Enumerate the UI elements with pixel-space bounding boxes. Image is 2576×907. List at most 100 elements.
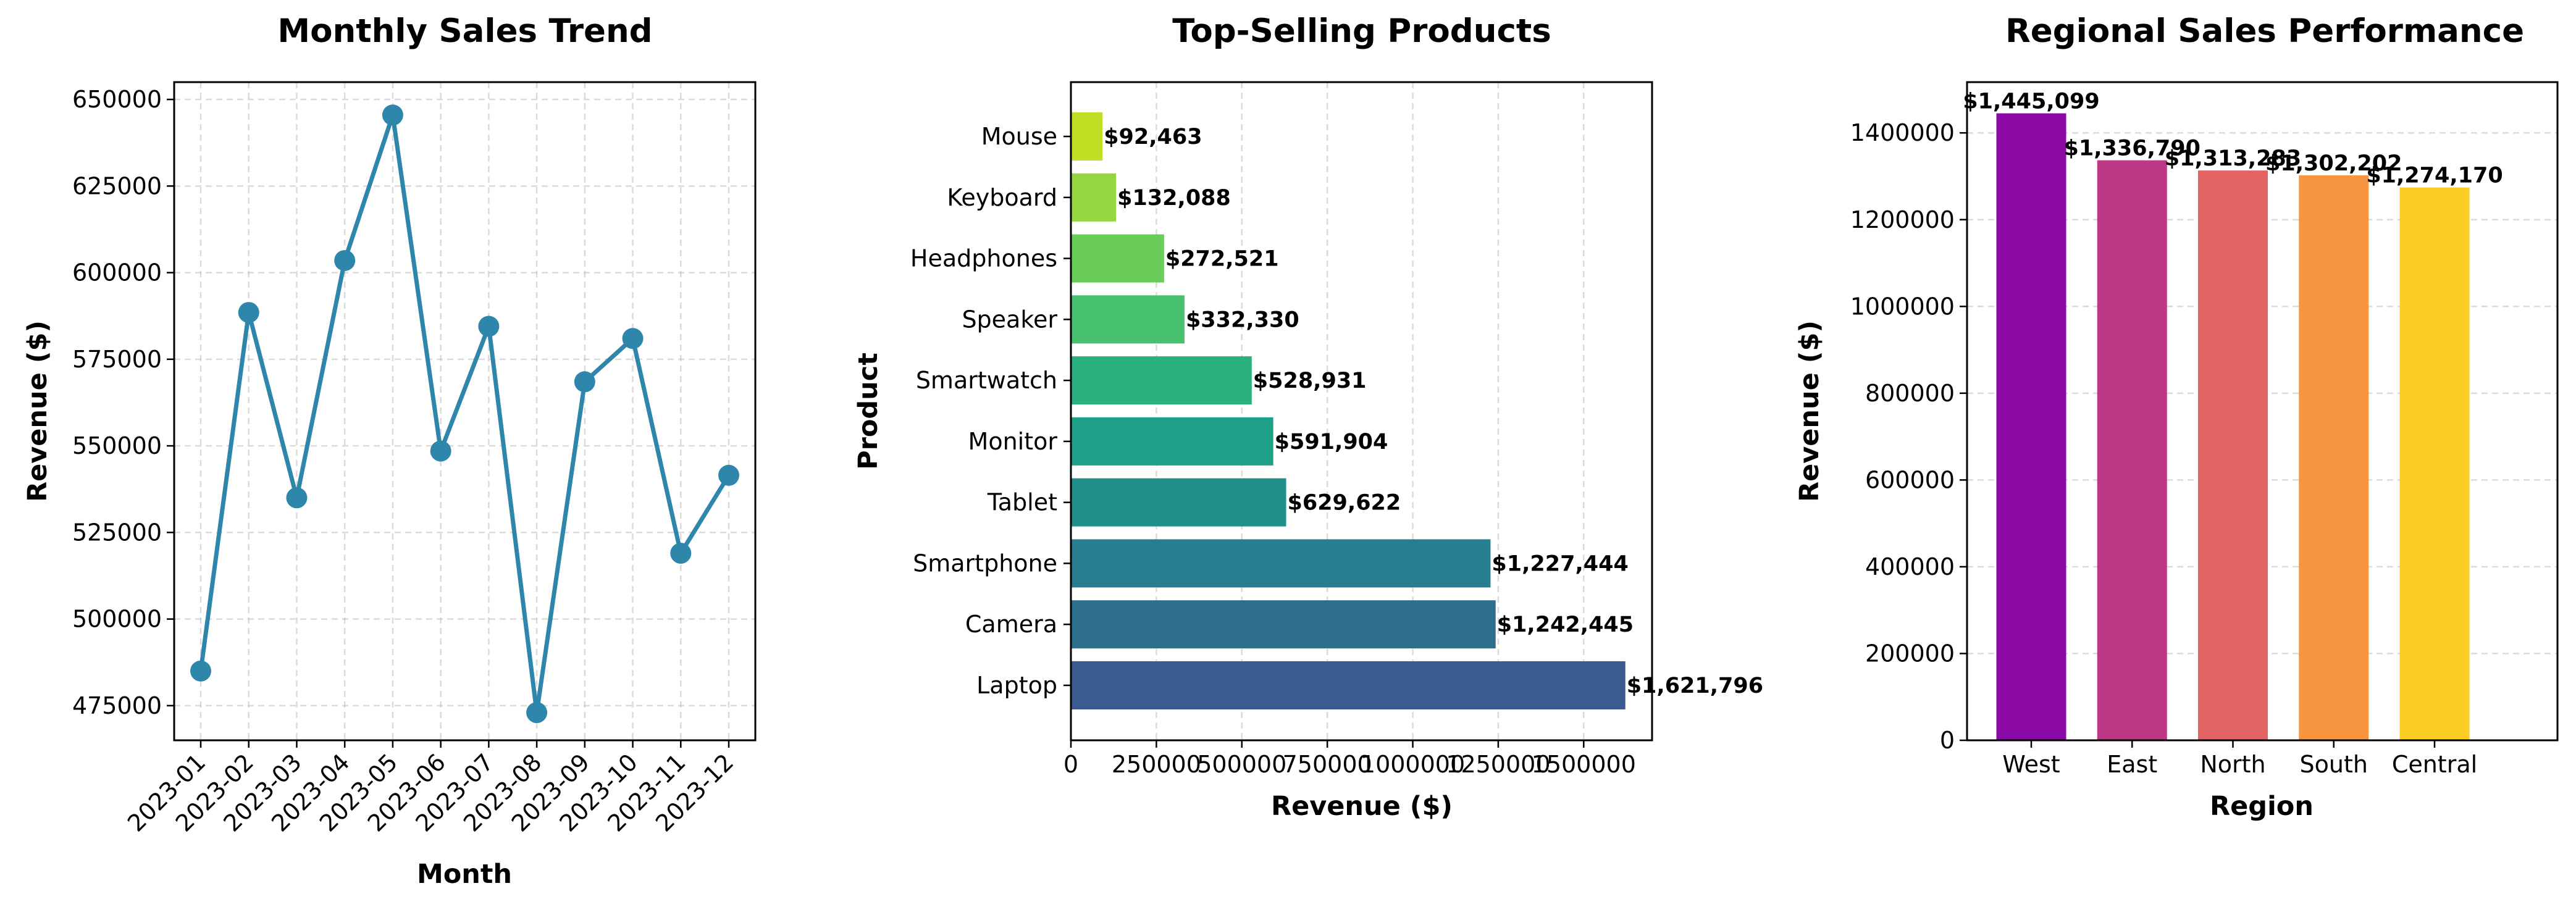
chart3-y-ticks: 0 200000 400000 600000 800000 1000000 1200000 1… bbox=[1850, 119, 1967, 754]
chart2-bar bbox=[1071, 417, 1273, 466]
chart2-y-tick-label: Monitor bbox=[968, 428, 1058, 455]
chart2-data-label: $1,242,445 bbox=[1497, 612, 1634, 637]
chart2-data-label: $528,931 bbox=[1253, 369, 1367, 393]
chart3-data-label: $1,274,170 bbox=[2366, 164, 2503, 188]
chart1-y-tick-label: 550000 bbox=[72, 432, 162, 459]
chart2-bar bbox=[1071, 234, 1164, 283]
chart2-frame bbox=[1070, 81, 1653, 742]
chart1-data-point bbox=[718, 464, 739, 486]
chart2-x-tick-label: 0 bbox=[1064, 751, 1078, 778]
chart2-bar bbox=[1071, 173, 1117, 222]
chart1-y-tick-label: 600000 bbox=[72, 259, 162, 286]
chart2-x-tick-label: 250000 bbox=[1112, 751, 1201, 778]
chart1-data-point bbox=[334, 249, 356, 271]
chart3-bar bbox=[2198, 170, 2268, 741]
chart1-series-line bbox=[198, 112, 731, 715]
chart2-bars bbox=[1071, 112, 1626, 709]
chart1-y-tick-label: 475000 bbox=[72, 692, 162, 719]
chart2-data-labels: $1,621,796 $1,242,445 $1,227,444 $629,622 $5… bbox=[1104, 125, 1763, 698]
chart2-data-label: $132,088 bbox=[1117, 186, 1231, 211]
chart2-y-tick-label: Headphones bbox=[910, 245, 1057, 272]
chart2-y-tick-label: Mouse bbox=[981, 123, 1057, 150]
chart3-x-tick-label: North bbox=[2200, 751, 2265, 778]
chart3-x-tick-label: East bbox=[2107, 751, 2157, 778]
chart3-y-tick-label: 400000 bbox=[1865, 553, 1955, 580]
chart3-data-label: $1,336,790 bbox=[2064, 136, 2201, 161]
chart2-data-label: $591,904 bbox=[1275, 430, 1388, 454]
chart3-data-labels: $1,445,099 $1,336,790$1,313,283$1,302,202… bbox=[1963, 90, 2503, 188]
chart2-x-axis-label: Revenue ($) bbox=[1271, 791, 1453, 822]
chart3-frame bbox=[1966, 81, 2559, 742]
chart2-y-tick-label: Speaker bbox=[962, 306, 1057, 333]
chart3-y-tick-label: 1200000 bbox=[1850, 206, 1955, 233]
chart1-data-point bbox=[238, 302, 259, 324]
chart2-title: Top-Selling Products bbox=[1172, 12, 1551, 50]
chart2-bar bbox=[1071, 295, 1185, 344]
chart3-data-label: $1,313,283 bbox=[2165, 146, 2301, 171]
chart2-y-ticks: Laptop Camera Smartphone Tablet Monitor Smart… bbox=[910, 123, 1071, 699]
chart1-data-point bbox=[622, 328, 644, 349]
chart2-data-label: $272,521 bbox=[1165, 247, 1279, 272]
chart3-y-tick-label: 1400000 bbox=[1850, 119, 1955, 146]
chart2-bar bbox=[1071, 356, 1252, 405]
chart3-data-label: $1,445,099 bbox=[1963, 90, 2099, 114]
chart3-x-tick-label: West bbox=[2002, 751, 2060, 778]
chart2-x-tick-label: 1250000 bbox=[1446, 751, 1550, 778]
chart1-y-tick-label: 500000 bbox=[72, 606, 162, 633]
chart3-y-tick-label: 800000 bbox=[1865, 380, 1955, 407]
chart1-title: Monthly Sales Trend bbox=[277, 12, 652, 50]
chart1-data-point bbox=[286, 487, 308, 509]
chart2-data-label: $629,622 bbox=[1288, 491, 1401, 516]
chart2-data-label: $1,621,796 bbox=[1627, 674, 1763, 698]
chart2-y-tick-label: Camera bbox=[965, 611, 1057, 638]
chart3-y-tick-label: 200000 bbox=[1865, 640, 1955, 667]
chart1-y-tick-label: 650000 bbox=[72, 86, 162, 113]
top-products-chart: Top-Selling Products $1,621,796 $1,242,44… bbox=[853, 12, 1763, 822]
chart3-bar bbox=[2097, 160, 2167, 741]
chart3-bar bbox=[2399, 187, 2470, 740]
chart3-x-ticks: West East North South Central bbox=[2002, 740, 2477, 778]
chart1-data-point bbox=[574, 371, 595, 393]
chart3-y-axis-label: Revenue ($) bbox=[1794, 320, 1825, 502]
chart1-x-ticks: 2023-012023-022023-032023-042023-052023-… bbox=[122, 740, 739, 837]
chart1-data-point bbox=[382, 104, 403, 126]
chart2-y-axis-label: Product bbox=[853, 353, 884, 470]
regional-sales-chart: Regional Sales Performance $1,445,099$1,… bbox=[1794, 12, 2559, 822]
chart1-y-tick-label: 575000 bbox=[72, 346, 162, 373]
chart1-data-point bbox=[670, 543, 692, 564]
chart2-bar bbox=[1071, 478, 1286, 527]
chart2-y-tick-label: Laptop bbox=[976, 672, 1057, 699]
chart2-bar bbox=[1071, 600, 1496, 649]
chart1-frame bbox=[173, 81, 757, 742]
chart2-y-tick-label: Smartphone bbox=[913, 550, 1057, 577]
chart2-data-label: $332,330 bbox=[1186, 307, 1299, 332]
chart3-bar bbox=[2299, 175, 2369, 740]
chart1-data-point bbox=[190, 660, 211, 682]
chart1-points bbox=[190, 104, 739, 724]
chart2-y-tick-label: Keyboard bbox=[947, 184, 1057, 211]
chart1-y-axis-label: Revenue ($) bbox=[22, 320, 53, 502]
chart3-y-tick-label: 0 bbox=[1940, 727, 1955, 754]
chart3-x-axis-label: Region bbox=[2210, 791, 2314, 822]
chart2-x-tick-label: 1500000 bbox=[1532, 751, 1636, 778]
chart1-y-ticks: 475000 500000 525000 550000 575000 600000 6250… bbox=[72, 86, 174, 719]
chart2-bar bbox=[1071, 661, 1626, 709]
chart3-y-tick-label: 600000 bbox=[1865, 466, 1955, 493]
chart3-y-tick-label: 1000000 bbox=[1850, 293, 1955, 320]
chart1-data-point bbox=[478, 316, 500, 337]
chart2-y-tick-label: Tablet bbox=[987, 489, 1057, 516]
chart2-bar bbox=[1071, 539, 1491, 588]
chart3-x-tick-label: South bbox=[2300, 751, 2368, 778]
chart3-bars bbox=[1996, 113, 2470, 741]
chart1-x-axis-label: Month bbox=[417, 859, 512, 890]
chart2-data-label: $1,227,444 bbox=[1491, 551, 1628, 576]
chart2-x-tick-label: 1000000 bbox=[1361, 751, 1465, 778]
chart2-x-tick-label: 750000 bbox=[1283, 751, 1372, 778]
chart2-y-tick-label: Smartwatch bbox=[916, 367, 1057, 394]
chart1-y-tick-label: 625000 bbox=[72, 172, 162, 199]
chart1-y-tick-label: 525000 bbox=[72, 519, 162, 546]
chart1-grid bbox=[174, 82, 755, 740]
chart2-data-label: $92,463 bbox=[1104, 125, 1202, 149]
